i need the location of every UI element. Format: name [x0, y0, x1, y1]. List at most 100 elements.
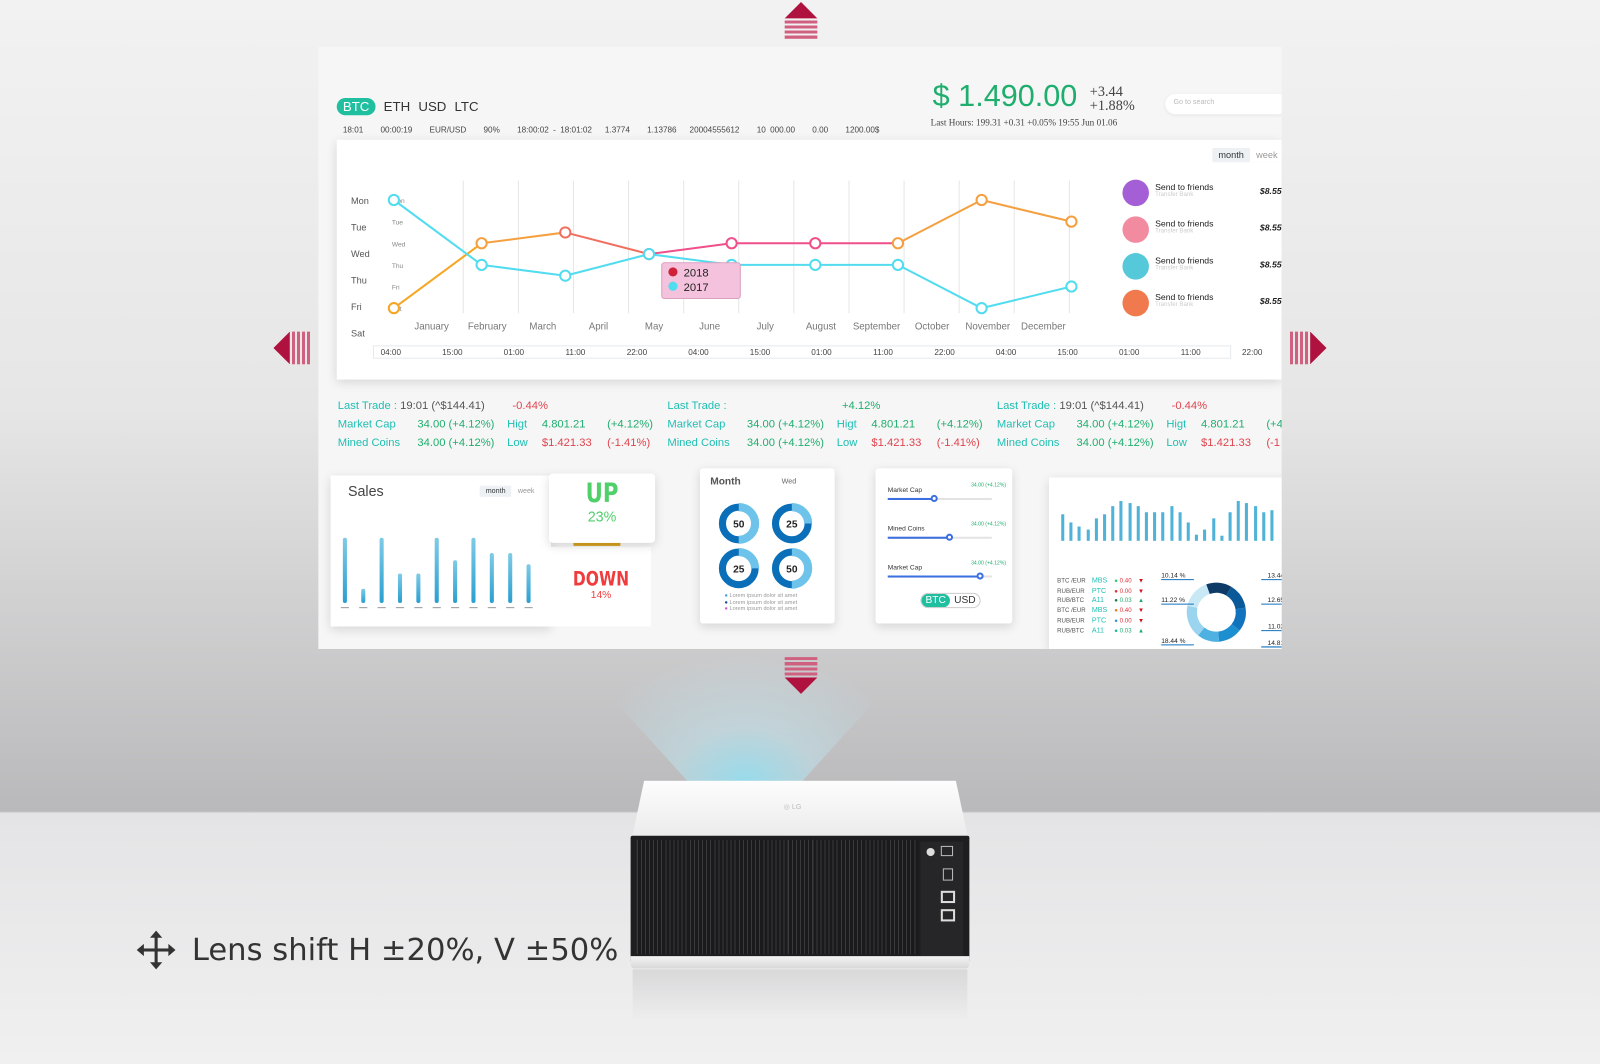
slider[interactable]: Market Cap 34.00 (+4.12%): [887, 560, 1006, 584]
mini-bar: [1253, 506, 1257, 541]
pair-code: PTC: [1091, 617, 1107, 625]
y-tick-label: Sat: [351, 329, 365, 339]
time-tick-label: 22:00: [934, 348, 955, 357]
up-pct: 23%: [587, 508, 617, 525]
sales-tick: [377, 607, 386, 609]
change-abs: +3.44: [1089, 84, 1123, 100]
series-2018-point: [809, 237, 822, 250]
month-button[interactable]: month: [1218, 149, 1244, 161]
transfer-amount: $8.55: [1259, 185, 1282, 196]
donut-pct-label: 11.22 %: [1161, 597, 1185, 604]
pair-name: BTC /EUR: [1057, 608, 1086, 615]
projector-top: [630, 780, 970, 844]
week-button[interactable]: week: [1250, 147, 1282, 163]
slider-value: 34.00 (+4.12%): [971, 560, 1007, 567]
pair-name: RUB/EUR: [1057, 588, 1085, 595]
sales-bar: [471, 537, 476, 604]
search-input[interactable]: Go to search: [1165, 93, 1282, 115]
x-tick-label: April: [589, 322, 608, 333]
week-button[interactable]: week: [511, 485, 541, 497]
pair-value: 0.00: [1119, 588, 1132, 595]
donut-value: 50: [786, 564, 798, 575]
slider-label: Mined Coins: [887, 525, 925, 533]
time-tick-label: 04:00: [996, 348, 1017, 357]
time-tick-label: 04:00: [688, 348, 709, 357]
tab-btc[interactable]: BTC: [336, 97, 376, 116]
legend-item: ● Lorem ipsum dolor sit amet: [724, 599, 798, 606]
mini-bar: [1178, 512, 1182, 541]
tab-eth[interactable]: ETH: [383, 98, 411, 115]
legend-label: 2018: [683, 267, 709, 280]
status-dot-icon: ●: [1114, 608, 1120, 615]
ticker: 18:01 00:00:19 EUR/USD 90% 18:00:02 - 18…: [342, 125, 880, 135]
x-tick-label: November: [965, 322, 1010, 333]
high-label: Higt: [507, 418, 528, 431]
low-label: Low: [836, 436, 858, 449]
time-tick-label: 15:00: [750, 348, 771, 357]
time-tick-label: 22:00: [1242, 348, 1263, 357]
last-hours: Last Hours: 199.31 +0.31 +0.05% 19:55 Ju…: [930, 117, 1118, 128]
btc-option[interactable]: BTC: [921, 593, 950, 608]
mini-bar: [1069, 522, 1073, 541]
time-tick-label: 11:00: [873, 348, 893, 357]
transfer-item[interactable]: Send to friends Transfer Bank $8.55: [1122, 213, 1282, 244]
mini-bar: [1211, 518, 1215, 541]
transfer-item[interactable]: Send to friends Transfer Bank $8.55: [1122, 250, 1282, 281]
series-2017-point: [809, 258, 822, 272]
month-button[interactable]: month: [485, 487, 506, 495]
pair-code: A11: [1091, 597, 1105, 605]
donuts-title: Month: [710, 476, 741, 488]
low-pct: (-1.41%): [936, 436, 980, 449]
projector-reflection: [632, 969, 968, 1021]
shift-left-arrow-icon: [273, 331, 311, 366]
legend-label: 2017: [683, 281, 709, 294]
pair-row: RUB/EUR PTC ● 0.00 ▼: [1057, 587, 1159, 594]
transfer-item[interactable]: Send to friends Transfer Bank $8.55: [1122, 177, 1282, 208]
x-tick-label: December: [1021, 322, 1066, 333]
change-pct: +1.88%: [1089, 98, 1135, 115]
mini-bar: [1169, 506, 1174, 541]
slider-fill: [887, 536, 949, 539]
slider[interactable]: Mined Coins 34.00 (+4.12%): [887, 521, 1006, 546]
down-label: DOWN: [572, 568, 630, 591]
triangle-up-icon: ▲: [1138, 598, 1145, 605]
donut-pct-label: 11.02 %: [1268, 624, 1282, 631]
slider-value: 34.00 (+4.12%): [971, 521, 1007, 528]
series-2018-segment: [565, 231, 650, 256]
tab-usd[interactable]: USD: [418, 98, 447, 115]
status-dot-icon: ●: [1114, 628, 1120, 635]
mini-bar: [1061, 514, 1065, 541]
legend-item: ● Lorem ipsum dolor sit amet: [724, 606, 798, 613]
slider-handle[interactable]: [930, 494, 938, 503]
pair-value: 0.40: [1119, 608, 1132, 615]
mini-bar: [1136, 506, 1140, 541]
last-trade-time: 19:01 (^$144.41): [400, 399, 485, 413]
low-pct: (-1.41%): [607, 436, 651, 449]
pair-code: MBS: [1091, 577, 1108, 585]
slider-label: Market Cap: [887, 486, 923, 494]
envelope-icon: [1122, 289, 1149, 317]
status-dot-icon: ●: [1114, 588, 1120, 595]
tab-ltc[interactable]: LTC: [454, 98, 479, 115]
donuts-day: Wed: [781, 478, 797, 486]
transfer-amount: $8.55: [1259, 295, 1282, 307]
down-card: DOWN 14%: [551, 546, 652, 627]
donut-value: 25: [733, 564, 745, 575]
sales-tick: [340, 607, 349, 609]
projector-base: [630, 956, 970, 969]
transfer-item[interactable]: Send to friends Transfer Bank $8.55: [1122, 287, 1282, 318]
projected-dashboard: BTC ETH USD LTC 18:01 00:00:19 EUR/USD 9…: [318, 46, 1282, 649]
slider-handle[interactable]: [976, 572, 984, 580]
usd-option[interactable]: USD: [954, 594, 976, 607]
low-value: $1.421.33: [871, 436, 922, 449]
pair-code: MBS: [1091, 607, 1108, 615]
time-tick-label: 01:00: [1119, 348, 1140, 357]
slider-handle[interactable]: [945, 533, 954, 541]
pair-value: 0.40: [1119, 578, 1132, 585]
line-chart-card: MonTueWedThuFriSatMonTueWedThuFriSatJanu…: [336, 139, 1282, 380]
donut-pct-label: 10.14 %: [1161, 573, 1185, 580]
transfer-amount: $8.55: [1259, 222, 1282, 233]
chart-legend: 2018 2017: [661, 262, 741, 299]
slider[interactable]: Market Cap 34.00 (+4.12%): [887, 483, 1006, 507]
mini-bar: [1262, 512, 1266, 541]
